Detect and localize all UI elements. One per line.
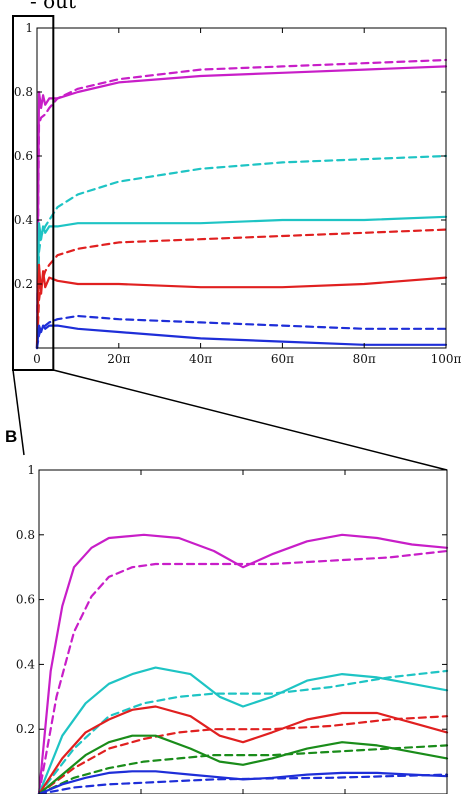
panelb-series-6 xyxy=(37,734,449,794)
panel-b-label: B xyxy=(5,427,17,446)
panelb-series-7 xyxy=(37,744,449,794)
panela-xtick-label-0: 0 xyxy=(33,352,41,366)
panela-axes-frame xyxy=(36,27,447,349)
panela-xtick-label-3: 60π xyxy=(271,352,294,366)
panela-series-7 xyxy=(35,324,448,350)
panela-series-0 xyxy=(35,65,448,350)
panela-ytick-label-3: 0.8 xyxy=(14,85,33,99)
panela-ytick-label-0: 0.2 xyxy=(14,277,33,291)
panelb-series-2 xyxy=(37,666,449,794)
panela-ytick-label-1: 0.4 xyxy=(14,213,33,227)
zoom-box xyxy=(12,15,55,371)
panelb-ytick-label-2: 0.6 xyxy=(16,593,35,607)
panela-series-1 xyxy=(35,58,448,350)
zoom-connector-right xyxy=(53,369,448,471)
panelb-series-5 xyxy=(37,715,449,794)
panelb-series-9 xyxy=(37,773,449,794)
panela-ytick-label-2: 0.6 xyxy=(14,149,33,163)
panela-series-6 xyxy=(35,314,448,350)
zoom-connector-left xyxy=(12,369,25,456)
panelb-axes-frame xyxy=(38,469,448,794)
panela-series-3 xyxy=(35,215,448,350)
panela-series-5 xyxy=(35,263,448,350)
header-fragment: - out xyxy=(30,0,76,13)
panel-a-chart: 0.2 0.4 0.6 0.8 1 0 20π 40π 60π 80π 100π xyxy=(14,21,462,366)
zoom-indicator xyxy=(12,15,448,471)
panela-xtick-label-2: 40π xyxy=(189,352,212,366)
panela-xtick-label-1: 20π xyxy=(107,352,130,366)
panelb-series-3 xyxy=(37,669,449,794)
panelb-ytick-label-0: 0.2 xyxy=(16,722,35,736)
panela-xtick-label-4: 80π xyxy=(353,352,376,366)
panelb-series-0 xyxy=(37,533,449,794)
panelb-series-8 xyxy=(37,770,449,794)
panelb-series-1 xyxy=(37,549,449,794)
panela-ytick-label-4: 1 xyxy=(25,21,33,35)
panelb-series-4 xyxy=(37,705,449,794)
panelb-ytick-label-1: 0.4 xyxy=(16,657,35,671)
panelb-ytick-label-4: 1 xyxy=(27,463,35,477)
panelb-ytick-label-3: 0.8 xyxy=(16,528,35,542)
panela-xtick-label-5: 100π xyxy=(431,352,462,366)
panel-b-chart: 0.20.40.60.810 xyxy=(16,463,449,794)
panela-series-2 xyxy=(35,154,448,350)
